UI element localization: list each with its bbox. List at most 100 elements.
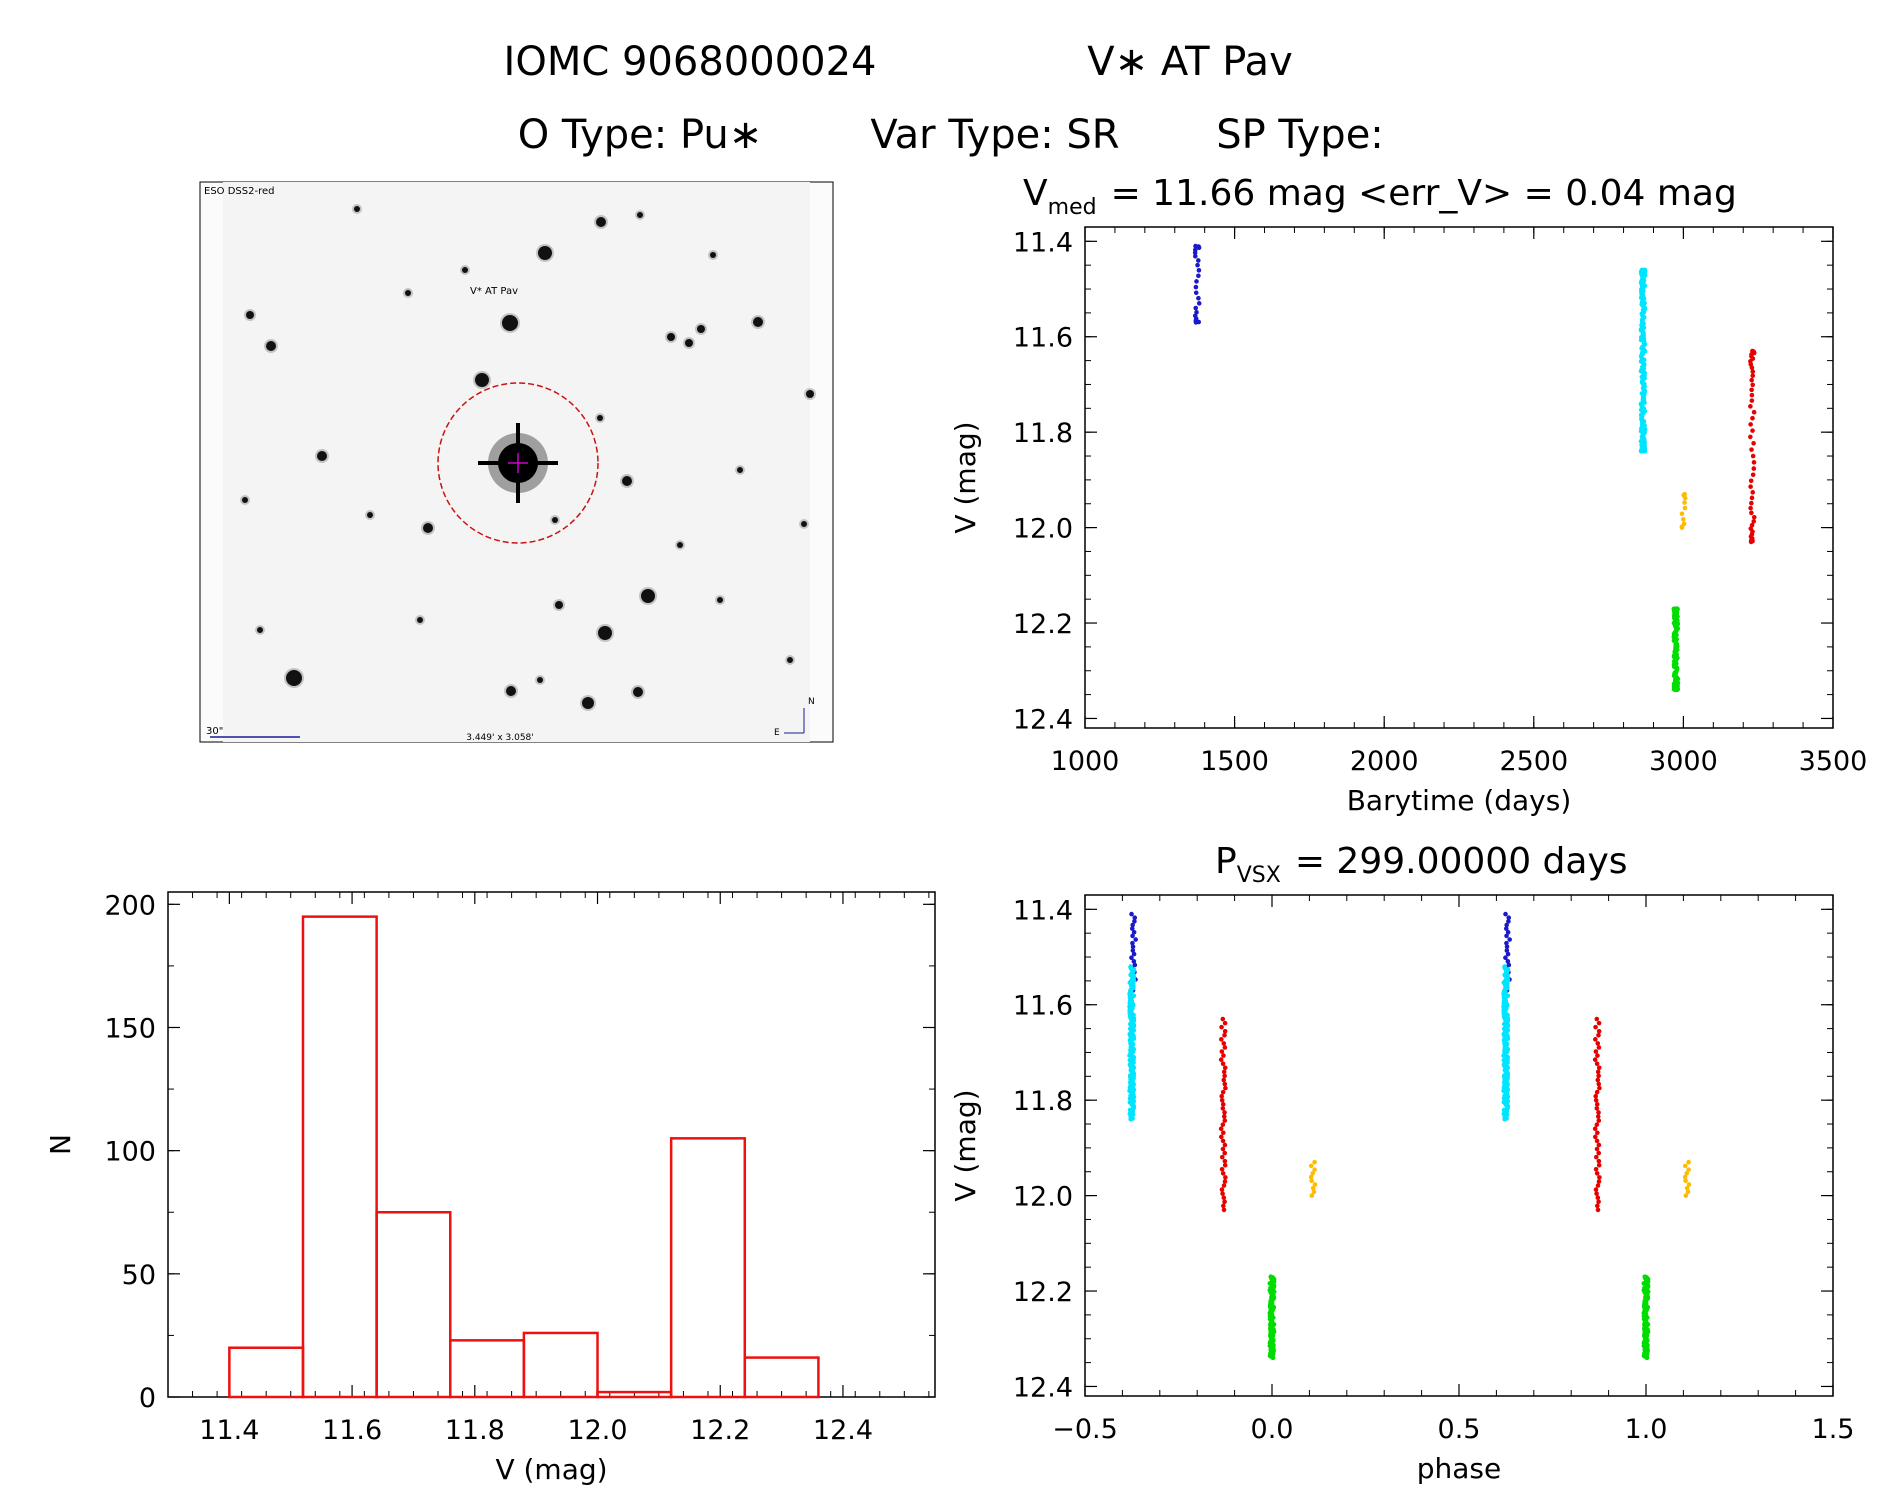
- phased-xtick-label: 1.5: [1812, 1414, 1855, 1445]
- lightcurve-point: [1750, 415, 1755, 421]
- lightcurve-title-sub: med: [1048, 195, 1097, 220]
- lightcurve-ytick-label: 11.4: [1013, 227, 1073, 258]
- phased-xtick-label: 0.5: [1438, 1414, 1481, 1445]
- phased-point: [1595, 1203, 1600, 1209]
- phased-point: [1309, 1193, 1315, 1198]
- phased-point: [1220, 1138, 1226, 1144]
- histogram-xtick-label: 11.8: [445, 1415, 505, 1446]
- header-object-name: V∗ AT Pav: [1087, 39, 1293, 85]
- phased-point: [1130, 948, 1136, 953]
- phased-point: [1220, 1106, 1226, 1111]
- lightcurve-point: [1748, 422, 1753, 427]
- lightcurve-point: [1749, 387, 1754, 393]
- histogram-bar: [669, 1137, 747, 1399]
- phased-point: [1504, 940, 1509, 946]
- lightcurve-point: [1749, 392, 1755, 398]
- lightcurve-ytick-label: 12.2: [1013, 609, 1073, 640]
- phased-point: [1221, 1053, 1226, 1058]
- phased-point: [1220, 1146, 1226, 1152]
- lightcurve-point: [1751, 466, 1757, 471]
- phased-point: [1221, 1077, 1227, 1083]
- phased-point: [1130, 922, 1135, 928]
- phased-point: [1593, 1187, 1599, 1192]
- phased-point: [1310, 1171, 1316, 1176]
- phased-point: [1686, 1182, 1692, 1187]
- phased-point: [1596, 1081, 1602, 1087]
- phased-point: [1506, 915, 1512, 921]
- histogram-xtick-label: 12.4: [813, 1415, 873, 1446]
- phased-point: [1311, 1189, 1317, 1195]
- phased-point: [1221, 1041, 1227, 1046]
- phased-point: [1596, 1065, 1602, 1071]
- header-object-id: IOMC 9068000024: [504, 39, 877, 85]
- field-star: [633, 687, 643, 697]
- histogram-ytick-label: 50: [122, 1260, 156, 1291]
- phased-point: [1219, 1024, 1224, 1030]
- phased-title: PVSX = 299.00000 days: [1215, 841, 1628, 888]
- lightcurve-point: [1193, 290, 1199, 296]
- phased-point: [1685, 1189, 1691, 1195]
- lightcurve-point: [1679, 511, 1685, 517]
- field-star: [717, 597, 723, 603]
- lightcurve-xtick-label: 3000: [1649, 746, 1718, 777]
- field-star: [317, 451, 327, 461]
- phased-point: [1593, 1049, 1599, 1054]
- lightcurve-point: [1751, 514, 1757, 520]
- phased-point: [1219, 1037, 1224, 1042]
- lightcurve-point: [1751, 460, 1757, 465]
- phased-ylabel: V (mag): [949, 1089, 982, 1201]
- phased-point: [1504, 948, 1510, 953]
- phased-point: [1505, 959, 1511, 964]
- phased-point: [1684, 1171, 1690, 1176]
- phased-point: [1595, 1207, 1601, 1213]
- field-star: [502, 315, 518, 331]
- phased-point: [1222, 1020, 1228, 1026]
- field-star: [423, 523, 433, 533]
- phased-point: [1219, 1187, 1225, 1192]
- phased-point: [1506, 962, 1512, 968]
- phased-point: [1221, 1069, 1227, 1075]
- field-star: [266, 341, 276, 351]
- lightcurve-point: [1196, 258, 1201, 263]
- target-circle: [437, 382, 599, 544]
- phased-point: [1130, 940, 1135, 946]
- phased-title-prefix: P: [1215, 841, 1237, 882]
- finder-survey-label: ESO DSS2-red: [204, 186, 274, 197]
- histogram-xlabel: V (mag): [495, 1453, 607, 1486]
- phased-point: [1596, 1110, 1601, 1115]
- phased-point: [1595, 1195, 1601, 1201]
- histogram-ytick-label: 150: [104, 1013, 156, 1044]
- phased-point: [1597, 1175, 1602, 1180]
- phased-point: [1222, 1028, 1228, 1034]
- phased-point: [1504, 933, 1509, 939]
- phased-point: [1220, 1122, 1226, 1127]
- phased-point: [1221, 1195, 1227, 1201]
- phased-point: [1596, 1179, 1602, 1184]
- lightcurve-xtick-label: 1500: [1200, 746, 1269, 777]
- phased-ytick-label: 11.8: [1013, 1086, 1073, 1117]
- lightcurve-point: [1751, 409, 1757, 415]
- phased-point: [1221, 1203, 1226, 1209]
- lightcurve-point: [1196, 273, 1201, 279]
- lightcurve-point: [1750, 369, 1756, 374]
- histogram-ylabel: N: [44, 1134, 77, 1155]
- phased-point: [1220, 1061, 1226, 1067]
- phased-point: [1595, 1183, 1601, 1188]
- phased-point: [1593, 1097, 1599, 1103]
- phased-xtick-label: 1.0: [1625, 1414, 1668, 1445]
- phased-point: [1220, 1016, 1226, 1022]
- lightcurve-point: [1749, 495, 1755, 501]
- phased-point: [1131, 929, 1137, 935]
- phased-point: [1222, 1045, 1228, 1050]
- phased-point: [1129, 911, 1134, 917]
- phased-point: [1312, 1182, 1318, 1187]
- phased-point: [1682, 1163, 1688, 1169]
- finder-star-field: [240, 204, 816, 711]
- field-star: [286, 670, 302, 686]
- lightcurve-point: [1749, 500, 1754, 506]
- header-sptype: SP Type:: [1216, 112, 1384, 158]
- phased-point: [1596, 1020, 1602, 1026]
- phased-point: [1593, 1024, 1598, 1030]
- phased-point: [1222, 1110, 1227, 1115]
- field-star: [462, 267, 468, 273]
